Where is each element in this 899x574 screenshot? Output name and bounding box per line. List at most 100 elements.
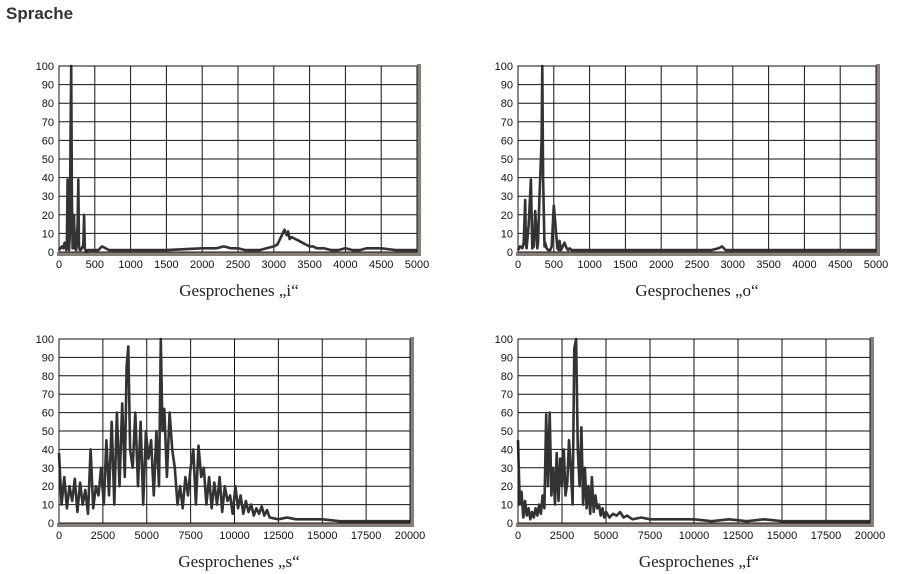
- y-tick-label: 100: [36, 61, 54, 73]
- y-tick-label: 70: [501, 117, 513, 129]
- spectrum-line-f: [516, 337, 870, 523]
- spectrum-line-o: [516, 64, 876, 252]
- x-tick-label: 2500: [226, 259, 250, 271]
- y-tick-label: 80: [501, 98, 513, 110]
- y-tick-label: 20: [42, 210, 54, 222]
- y-tick-label: 100: [36, 334, 54, 346]
- y-tick-label: 0: [507, 518, 513, 530]
- y-tick-label: 40: [501, 444, 513, 456]
- chart-frame-shadow: [57, 252, 421, 256]
- y-tick-label: 90: [42, 352, 54, 364]
- x-tick-label: 2000: [649, 259, 673, 271]
- y-tick-label: 0: [507, 247, 513, 259]
- x-tick-label: 15000: [307, 530, 338, 542]
- y-tick-label: 30: [42, 463, 54, 475]
- x-tick-label: 17500: [351, 530, 382, 542]
- y-tick-label: 70: [501, 389, 513, 401]
- chart-frame-shadow: [410, 337, 414, 527]
- chart-frame-shadow: [57, 523, 414, 527]
- plot-border: [517, 65, 877, 253]
- x-tick-label: 3500: [297, 259, 321, 271]
- x-tick-label: 1000: [118, 259, 142, 271]
- y-tick-label: 90: [42, 80, 54, 92]
- y-tick-label: 70: [42, 389, 54, 401]
- x-tick-label: 20000: [395, 530, 426, 542]
- y-tick-label: 20: [501, 481, 513, 493]
- y-tick-label: 20: [501, 210, 513, 222]
- y-tick-label: 50: [42, 154, 54, 166]
- plot-border: [517, 338, 871, 524]
- x-tick-label: 12500: [263, 530, 294, 542]
- chart-frame-shadow: [516, 523, 874, 527]
- y-tick-label: 60: [42, 135, 54, 147]
- x-tick-label: 3500: [756, 259, 780, 271]
- x-tick-label: 1000: [577, 259, 601, 271]
- page-title: Sprache: [6, 4, 74, 23]
- spectrum-line-s: [57, 337, 410, 523]
- plot-border: [58, 338, 411, 524]
- y-tick-label: 40: [42, 444, 54, 456]
- x-tick-label: 12500: [723, 530, 754, 542]
- chart-frame-shadow: [516, 252, 880, 256]
- y-tick-label: 60: [501, 135, 513, 147]
- y-tick-label: 90: [501, 352, 513, 364]
- x-tick-label: 5000: [594, 530, 618, 542]
- x-tick-label: 2500: [550, 530, 574, 542]
- y-tick-label: 50: [501, 426, 513, 438]
- x-tick-label: 0: [56, 259, 62, 271]
- y-tick-label: 10: [42, 228, 54, 240]
- x-tick-label: 500: [545, 259, 563, 271]
- x-tick-label: 2500: [91, 530, 115, 542]
- x-tick-label: 4500: [828, 259, 852, 271]
- x-tick-label: 2000: [190, 259, 214, 271]
- x-tick-label: 5000: [864, 259, 888, 271]
- x-tick-label: 4000: [792, 259, 816, 271]
- x-tick-label: 0: [515, 530, 521, 542]
- chart-frame-shadow: [417, 64, 421, 256]
- x-tick-label: 7500: [638, 530, 662, 542]
- x-tick-label: 4000: [333, 259, 357, 271]
- x-tick-label: 1500: [613, 259, 637, 271]
- y-tick-label: 60: [501, 408, 513, 420]
- x-tick-label: 3000: [262, 259, 286, 271]
- x-tick-label: 500: [86, 259, 104, 271]
- x-tick-label: 20000: [855, 530, 886, 542]
- y-tick-label: 80: [42, 98, 54, 110]
- x-tick-label: 5000: [405, 259, 429, 271]
- y-tick-label: 0: [48, 247, 54, 259]
- chart-caption-s: Gesprochenes „s“: [178, 552, 300, 571]
- y-tick-label: 100: [495, 334, 513, 346]
- x-tick-label: 4500: [369, 259, 393, 271]
- chart-frame-shadow: [870, 337, 874, 527]
- y-tick-label: 10: [501, 228, 513, 240]
- x-tick-label: 2500: [685, 259, 709, 271]
- y-tick-label: 80: [501, 371, 513, 383]
- x-tick-label: 7500: [178, 530, 202, 542]
- x-tick-label: 17500: [811, 530, 842, 542]
- chart-caption-i: Gesprochenes „i“: [179, 281, 299, 300]
- y-tick-label: 20: [42, 481, 54, 493]
- x-tick-label: 15000: [767, 530, 798, 542]
- x-tick-label: 1500: [154, 259, 178, 271]
- x-tick-label: 10000: [219, 530, 250, 542]
- y-tick-label: 30: [501, 463, 513, 475]
- spectrum-line-i: [57, 64, 417, 254]
- y-tick-label: 0: [48, 518, 54, 530]
- y-tick-label: 60: [42, 408, 54, 420]
- y-tick-label: 90: [501, 80, 513, 92]
- y-tick-label: 30: [501, 191, 513, 203]
- y-tick-label: 40: [42, 173, 54, 185]
- chart-caption-o: Gesprochenes „o“: [635, 281, 759, 300]
- x-tick-label: 0: [515, 259, 521, 271]
- chart-caption-f: Gesprochenes „f“: [638, 552, 760, 571]
- y-tick-label: 10: [42, 500, 54, 512]
- x-tick-label: 3000: [721, 259, 745, 271]
- y-tick-label: 50: [501, 154, 513, 166]
- x-tick-label: 10000: [679, 530, 710, 542]
- x-tick-label: 5000: [135, 530, 159, 542]
- y-tick-label: 10: [501, 500, 513, 512]
